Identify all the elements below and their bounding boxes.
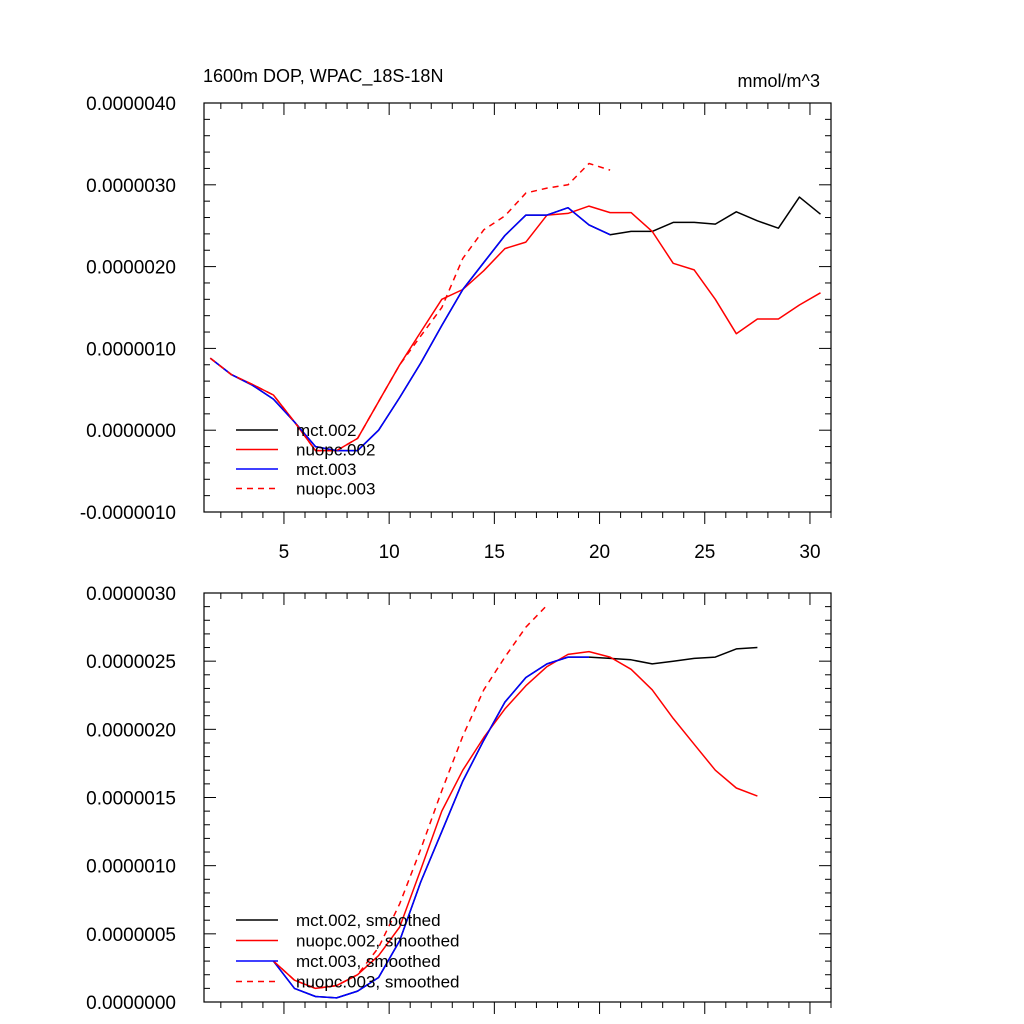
y-tick-label: 0.0000000 (86, 421, 176, 442)
x-tick-label: 20 (589, 542, 610, 563)
x-tick-label: 30 (799, 542, 820, 563)
y-tick-label: 0.0000005 (86, 925, 176, 946)
y-tick-label: 0.0000030 (86, 176, 176, 197)
legend-label-3: nuopc.003 (296, 480, 375, 499)
top-panel: 1600m DOP, WPAC_18S-18N mmol/m^3 0.00000… (80, 66, 832, 563)
top-series (209, 162, 821, 452)
y-tick-label: 0.0000030 (86, 584, 176, 605)
legend-label-3: nuopc.003, smoothed (296, 973, 460, 992)
legend-label-1: nuopc.002 (296, 441, 375, 460)
series-line-3 (209, 162, 611, 452)
bottom-panel: 0.0000030 0.0000025 0.0000020 0.0000015 0.00… (86, 584, 832, 1014)
y-tick-label: 0.0000000 (86, 993, 176, 1014)
legend-label-2: mct.003 (296, 460, 356, 479)
x-tick-label: 25 (694, 542, 715, 563)
legend-label-0: mct.002 (296, 421, 356, 440)
series-line-3 (272, 604, 548, 990)
bottom-ticks: 0.0000030 0.0000025 0.0000020 0.0000015 0.00… (86, 584, 832, 1014)
series-line-2 (209, 206, 611, 452)
series-line-0 (209, 196, 821, 452)
series-line-1 (209, 205, 821, 452)
units-label: mmol/m^3 (738, 71, 820, 91)
x-tick-label: 10 (379, 542, 400, 563)
bottom-series (272, 604, 758, 999)
x-tick-label: 15 (484, 542, 505, 563)
y-tick-label: 0.0000015 (86, 789, 176, 810)
series-line-2 (272, 656, 589, 999)
x-tick-label: 5 (279, 542, 290, 563)
y-tick-label: 0.0000020 (86, 258, 176, 279)
legend-label-2: mct.003, smoothed (296, 952, 441, 971)
y-tick-label: 0.0000020 (86, 720, 176, 741)
chart-title: 1600m DOP, WPAC_18S-18N (203, 66, 443, 87)
top-plot-frame (203, 102, 832, 513)
y-tick-label: 0.0000025 (86, 652, 176, 673)
legend-label-0: mct.002, smoothed (296, 911, 441, 930)
y-tick-label: 0.0000010 (86, 857, 176, 878)
bottom-legend: mct.002, smoothed nuopc.002, smoothedmct.… (236, 911, 460, 992)
top-ticks: 0.0000040 0.0000030 0.0000020 0.0000010 0.00… (80, 94, 832, 563)
legend-label-1: nuopc.002, smoothed (296, 932, 460, 951)
y-tick-label: 0.0000010 (86, 339, 176, 360)
y-tick-label: 0.0000040 (86, 94, 176, 115)
y-tick-label: -0.0000010 (80, 503, 176, 524)
